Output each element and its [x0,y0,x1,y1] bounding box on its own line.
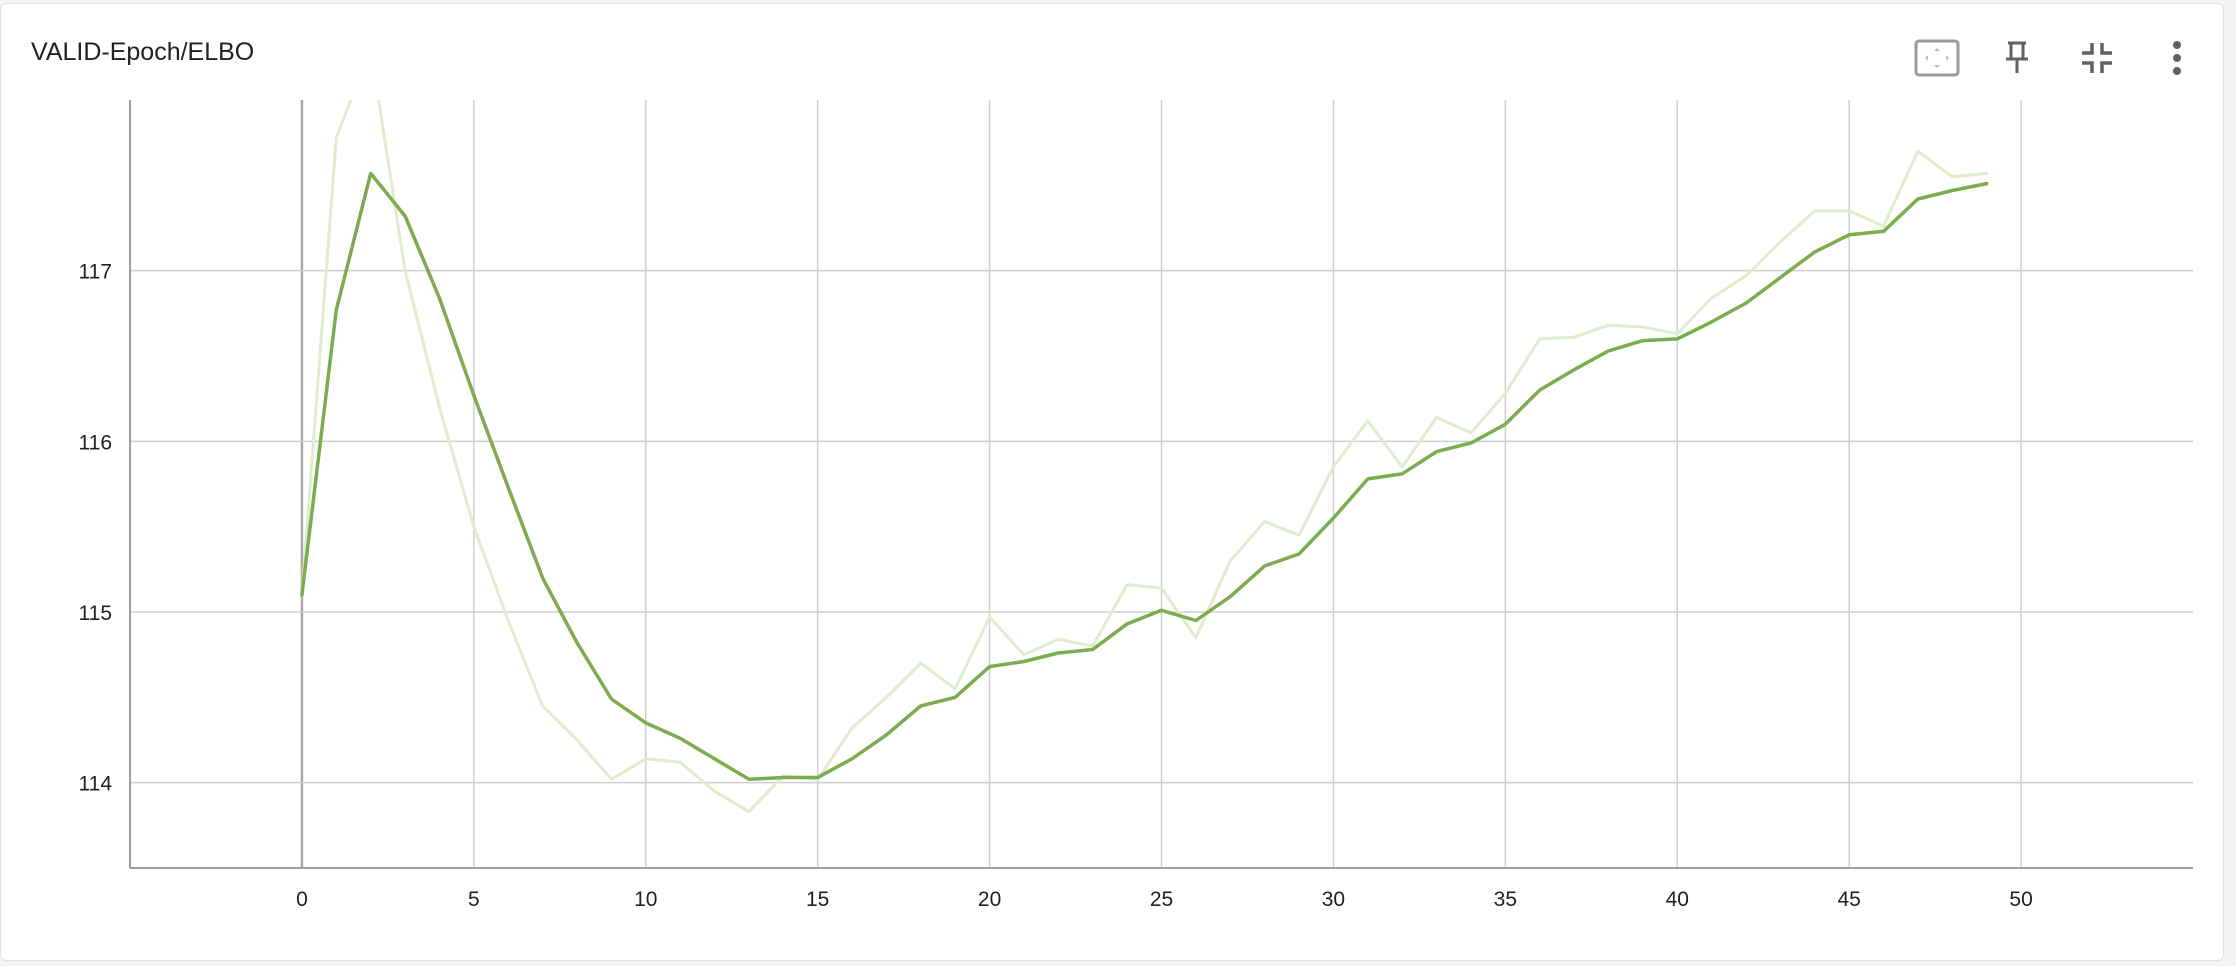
chart-card: VALID-Epoch/ELBO [0,3,2224,961]
more-options-button[interactable] [2153,34,2201,82]
x-tick-label: 20 [978,888,1001,911]
x-tick-label: 40 [1666,888,1689,911]
card-toolbar [1901,34,2201,82]
chart-title: VALID-Epoch/ELBO [31,38,255,66]
collapse-icon [2082,43,2112,73]
x-tick-label: 15 [806,888,829,911]
more-vert-icon [2173,41,2181,75]
x-tick-label: 45 [1837,888,1860,911]
x-tick-label: 0 [296,888,308,911]
x-tick-label: 5 [468,888,480,911]
y-tick-label: 114 [79,773,113,796]
fit-domain-button[interactable] [1913,34,1961,82]
smoothed-series-line [300,171,1989,782]
x-tick-label: 50 [2009,888,2032,911]
pin-button[interactable] [1993,34,2041,82]
raw-series-line [300,100,1989,814]
fit-domain-icon [1914,39,1960,77]
y-tick-label: 115 [79,602,112,625]
x-tick-label: 30 [1322,888,1345,911]
y-tick-label: 117 [79,261,112,284]
y-tick-label: 116 [79,431,112,454]
collapse-button[interactable] [2073,34,2121,82]
x-tick-label: 25 [1150,888,1173,911]
x-tick-label: 35 [1494,888,1517,911]
x-tick-label: 10 [634,888,657,911]
pin-icon [2006,41,2028,73]
